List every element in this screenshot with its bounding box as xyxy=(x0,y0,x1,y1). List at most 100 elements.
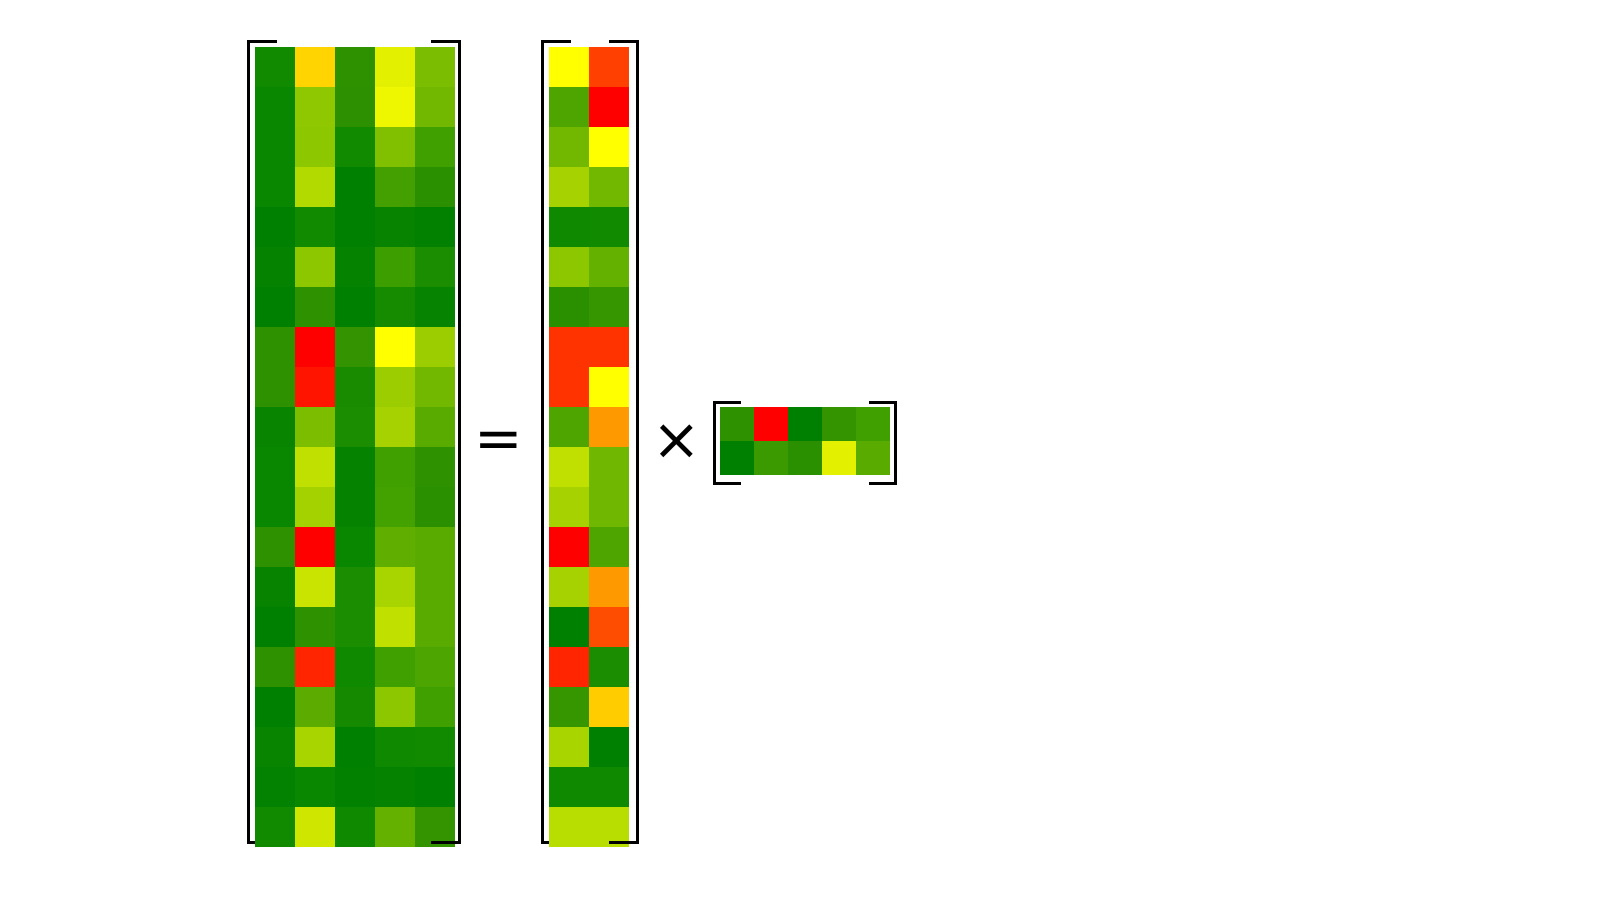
left-factor-matrix-cell-r5-c2 xyxy=(589,207,629,247)
right-factor-grid xyxy=(720,407,890,475)
left-factor-matrix-cell-r3-c2 xyxy=(589,127,629,167)
product-matrix-cell-r19-c2 xyxy=(295,767,335,807)
left-factor-matrix-cell-r4-c2 xyxy=(589,167,629,207)
left-factor-matrix-cell-r13-c1 xyxy=(549,527,589,567)
product-matrix-cell-r5-c1 xyxy=(255,207,295,247)
left-factor-matrix-cell-r6-c2 xyxy=(589,247,629,287)
product-matrix-cell-r14-c1 xyxy=(255,567,295,607)
left-factor-matrix-cell-r14-c1 xyxy=(549,567,589,607)
left-factor-right-bracket xyxy=(609,40,639,844)
product-matrix-cell-r8-c1 xyxy=(255,327,295,367)
left-factor-matrix-cell-r14-c2 xyxy=(589,567,629,607)
product-matrix-cell-r13-c4 xyxy=(375,527,415,567)
product-matrix-cell-r15-c5 xyxy=(415,607,455,647)
right-factor-matrix-cell-r2-c3 xyxy=(788,441,822,475)
product-matrix-cell-r12-c3 xyxy=(335,487,375,527)
product-matrix-cell-r6-c1 xyxy=(255,247,295,287)
product-matrix-cell-r15-c1 xyxy=(255,607,295,647)
product-matrix-cell-r8-c3 xyxy=(335,327,375,367)
product-matrix-cell-r20-c4 xyxy=(375,807,415,847)
right-factor-matrix-cell-r1-c2 xyxy=(754,407,788,441)
product-matrix-cell-r10-c3 xyxy=(335,407,375,447)
left-factor-matrix-cell-r20-c1 xyxy=(549,807,589,847)
product-matrix-cell-r1-c2 xyxy=(295,47,335,87)
product-matrix-cell-r16-c3 xyxy=(335,647,375,687)
product-matrix-cell-r4-c2 xyxy=(295,167,335,207)
product-matrix-cell-r10-c1 xyxy=(255,407,295,447)
left-factor-matrix-cell-r8-c2 xyxy=(589,327,629,367)
product-matrix-cell-r8-c4 xyxy=(375,327,415,367)
product-matrix-cell-r6-c4 xyxy=(375,247,415,287)
product-matrix-cell-r2-c5 xyxy=(415,87,455,127)
product-matrix-cell-r17-c1 xyxy=(255,687,295,727)
left-factor-matrix-cell-r1-c1 xyxy=(549,47,589,87)
product-matrix-cell-r5-c4 xyxy=(375,207,415,247)
left-factor-matrix-cell-r19-c2 xyxy=(589,767,629,807)
product-matrix-cell-r13-c2 xyxy=(295,527,335,567)
left-factor-matrix-cell-r15-c2 xyxy=(589,607,629,647)
product-matrix-cell-r20-c2 xyxy=(295,807,335,847)
left-factor-grid xyxy=(549,47,629,847)
product-matrix-cell-r17-c3 xyxy=(335,687,375,727)
left-factor-matrix-cell-r18-c1 xyxy=(549,727,589,767)
left-factor-matrix-cell-r10-c1 xyxy=(549,407,589,447)
product-matrix-cell-r6-c3 xyxy=(335,247,375,287)
left-factor-matrix-cell-r16-c2 xyxy=(589,647,629,687)
left-factor-matrix-cell-r2-c1 xyxy=(549,87,589,127)
product-matrix-cell-r18-c3 xyxy=(335,727,375,767)
left-factor-matrix-cell-r16-c1 xyxy=(549,647,589,687)
product-matrix-cell-r15-c3 xyxy=(335,607,375,647)
product-matrix-cell-r10-c4 xyxy=(375,407,415,447)
left-factor-matrix-cell-r5-c1 xyxy=(549,207,589,247)
right-factor-matrix-cell-r1-c4 xyxy=(822,407,856,441)
product-matrix-cell-r8-c5 xyxy=(415,327,455,367)
product-matrix-cell-r10-c5 xyxy=(415,407,455,447)
product-matrix-cell-r20-c5 xyxy=(415,807,455,847)
product-matrix-cell-r2-c4 xyxy=(375,87,415,127)
left-factor-matrix-cell-r9-c2 xyxy=(589,367,629,407)
product-matrix-cell-r3-c4 xyxy=(375,127,415,167)
equals-sign: = xyxy=(474,404,523,472)
product-matrix-cell-r4-c4 xyxy=(375,167,415,207)
product-matrix-cell-r1-c3 xyxy=(335,47,375,87)
left-factor-matrix-cell-r18-c2 xyxy=(589,727,629,767)
left-factor-matrix-cell-r1-c2 xyxy=(589,47,629,87)
product-matrix-cell-r12-c2 xyxy=(295,487,335,527)
left-factor-matrix-cell-r4-c1 xyxy=(549,167,589,207)
product-matrix-cell-r17-c5 xyxy=(415,687,455,727)
product-matrix-cell-r7-c5 xyxy=(415,287,455,327)
right-factor-right-bracket xyxy=(869,401,897,485)
product-matrix-cell-r13-c1 xyxy=(255,527,295,567)
product-matrix-cell-r14-c5 xyxy=(415,567,455,607)
right-factor-matrix-cell-r1-c3 xyxy=(788,407,822,441)
product-matrix-cell-r12-c5 xyxy=(415,487,455,527)
right-factor-matrix-cell-r1-c5 xyxy=(856,407,890,441)
product-matrix-cell-r19-c1 xyxy=(255,767,295,807)
right-factor-matrix-cell-r2-c4 xyxy=(822,441,856,475)
product-matrix-cell-r19-c4 xyxy=(375,767,415,807)
times-sign: × xyxy=(652,405,701,473)
product-matrix-cell-r9-c1 xyxy=(255,367,295,407)
left-factor-matrix-cell-r6-c1 xyxy=(549,247,589,287)
product-matrix-cell-r9-c5 xyxy=(415,367,455,407)
product-matrix-cell-r7-c4 xyxy=(375,287,415,327)
left-factor-matrix-cell-r11-c2 xyxy=(589,447,629,487)
product-matrix-cell-r11-c3 xyxy=(335,447,375,487)
right-factor-matrix-cell-r2-c2 xyxy=(754,441,788,475)
product-matrix-cell-r7-c3 xyxy=(335,287,375,327)
product-matrix-cell-r7-c1 xyxy=(255,287,295,327)
product-matrix-cell-r5-c5 xyxy=(415,207,455,247)
product-matrix-cell-r14-c4 xyxy=(375,567,415,607)
product-matrix-right-bracket xyxy=(431,40,461,844)
left-factor-matrix-cell-r11-c1 xyxy=(549,447,589,487)
left-factor-matrix-cell-r17-c1 xyxy=(549,687,589,727)
product-matrix-cell-r3-c2 xyxy=(295,127,335,167)
product-matrix-cell-r20-c3 xyxy=(335,807,375,847)
left-factor-matrix-cell-r2-c2 xyxy=(589,87,629,127)
product-matrix-cell-r14-c3 xyxy=(335,567,375,607)
right-factor-left-bracket xyxy=(713,401,741,485)
product-matrix-cell-r2-c2 xyxy=(295,87,335,127)
product-matrix-cell-r4-c1 xyxy=(255,167,295,207)
left-factor-matrix-cell-r13-c2 xyxy=(589,527,629,567)
